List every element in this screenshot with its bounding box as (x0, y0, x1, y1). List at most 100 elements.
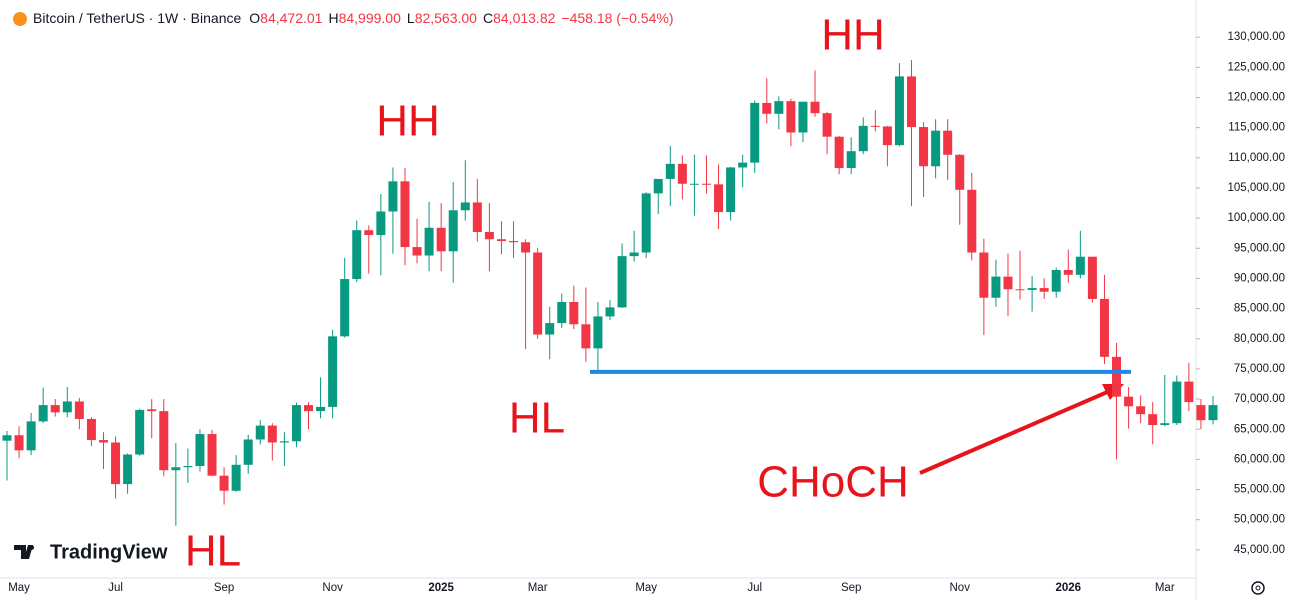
ohlc-value: 84,013.82 (493, 10, 555, 26)
y-tick-label: 105,000.00 (1227, 182, 1285, 194)
candle-body (894, 76, 904, 146)
coin-icon (13, 12, 27, 26)
y-tick-label: 65,000.00 (1234, 423, 1285, 435)
symbol: Bitcoin / TetherUS · 1W · Binance (33, 10, 241, 26)
candle-body (74, 401, 84, 419)
x-tick-label: Sep (214, 582, 234, 594)
candle-body (376, 211, 386, 236)
y-tick-label: 50,000.00 (1234, 514, 1285, 526)
candle-body (653, 178, 663, 194)
candle-body (677, 163, 687, 184)
candle-body (979, 252, 989, 298)
candle-body (219, 475, 229, 491)
candle-body (943, 130, 953, 155)
candle-body (545, 323, 555, 335)
y-tick-label: 115,000.00 (1228, 122, 1285, 134)
x-tick-label: 2026 (1055, 582, 1081, 594)
x-tick-label: Nov (950, 582, 971, 594)
ohlc-key: O (249, 10, 260, 26)
candle-body (400, 181, 410, 248)
candle-body (135, 409, 145, 455)
x-tick-label: Sep (841, 582, 861, 594)
candle-body (195, 434, 205, 467)
candle-body (98, 440, 108, 443)
candle-body (714, 184, 724, 213)
candle-body (738, 162, 748, 168)
candle-body (291, 405, 301, 442)
y-tick-label: 45,000.00 (1234, 544, 1285, 556)
settings-icon[interactable] (1251, 581, 1265, 595)
y-tick-label: 100,000.00 (1227, 212, 1285, 224)
candle-body (159, 411, 169, 471)
candle-body (1184, 381, 1194, 403)
candle-body (593, 316, 603, 349)
ohlc-value: 82,563.00 (415, 10, 477, 26)
y-tick-label: 120,000.00 (1227, 92, 1285, 104)
y-tick-label: 85,000.00 (1234, 303, 1285, 315)
candle-body (907, 76, 916, 128)
x-tick-label: 2025 (428, 582, 454, 594)
candle-body (496, 239, 506, 242)
candle-body (1112, 356, 1122, 397)
candle-body (798, 101, 808, 133)
candle-body (1051, 269, 1061, 292)
candle-body (1208, 405, 1218, 421)
candle-body (991, 276, 1001, 298)
candle-body (762, 102, 772, 114)
candle-body (786, 101, 796, 133)
candle-body (774, 101, 784, 114)
candle-body (279, 441, 289, 443)
candle-body (557, 301, 567, 324)
ohlc-key: L (407, 10, 415, 26)
candle-body (641, 193, 651, 253)
candle-body (424, 227, 434, 256)
candle-body (304, 405, 313, 412)
candle-body (967, 189, 977, 253)
candle-body (171, 467, 181, 471)
candle-body (62, 401, 72, 413)
candle-body (1172, 381, 1182, 424)
candle-body (207, 434, 217, 476)
candle-body (50, 405, 60, 413)
y-tick-label: 80,000.00 (1234, 333, 1285, 345)
ohlc-key: C (483, 10, 493, 26)
candle-body (231, 464, 241, 491)
change: −458.18 (−0.54%) (561, 10, 673, 26)
candle-body (726, 167, 736, 213)
candle-body (858, 125, 868, 152)
candle-body (460, 202, 470, 211)
y-tick-label: 95,000.00 (1234, 242, 1285, 254)
ohlc-value: 84,472.01 (260, 10, 322, 26)
candle-body (882, 126, 892, 146)
annotation: CHoCH (757, 458, 909, 507)
candle-body (1075, 256, 1085, 275)
candle-body (436, 227, 446, 252)
candle-body (123, 454, 133, 485)
y-tick-label: 110,000.00 (1228, 152, 1285, 164)
candle-body (1196, 405, 1206, 421)
candle-body (86, 418, 96, 441)
candle-body (1148, 414, 1158, 425)
logo-text: TradingView (50, 541, 168, 563)
candle-body (1039, 288, 1049, 292)
candle-body (14, 435, 24, 451)
candle-body (38, 405, 48, 422)
candle-body (605, 307, 615, 317)
candle-body (810, 101, 820, 114)
candle-body (750, 102, 760, 163)
y-tick-label: 130,000.00 (1227, 31, 1285, 43)
candle-body (352, 230, 362, 280)
x-tick-label: May (8, 582, 30, 594)
candle-body (533, 252, 543, 335)
candle-body (484, 231, 494, 240)
y-tick-label: 70,000.00 (1234, 393, 1285, 405)
candle-body (1099, 298, 1109, 357)
candle-body (617, 256, 627, 308)
candle-body (701, 183, 711, 185)
candle-body (665, 163, 675, 179)
candle-body (1063, 269, 1073, 275)
candle-body (147, 409, 157, 412)
ohlc-key: H (328, 10, 338, 26)
candle-body (1160, 423, 1170, 425)
